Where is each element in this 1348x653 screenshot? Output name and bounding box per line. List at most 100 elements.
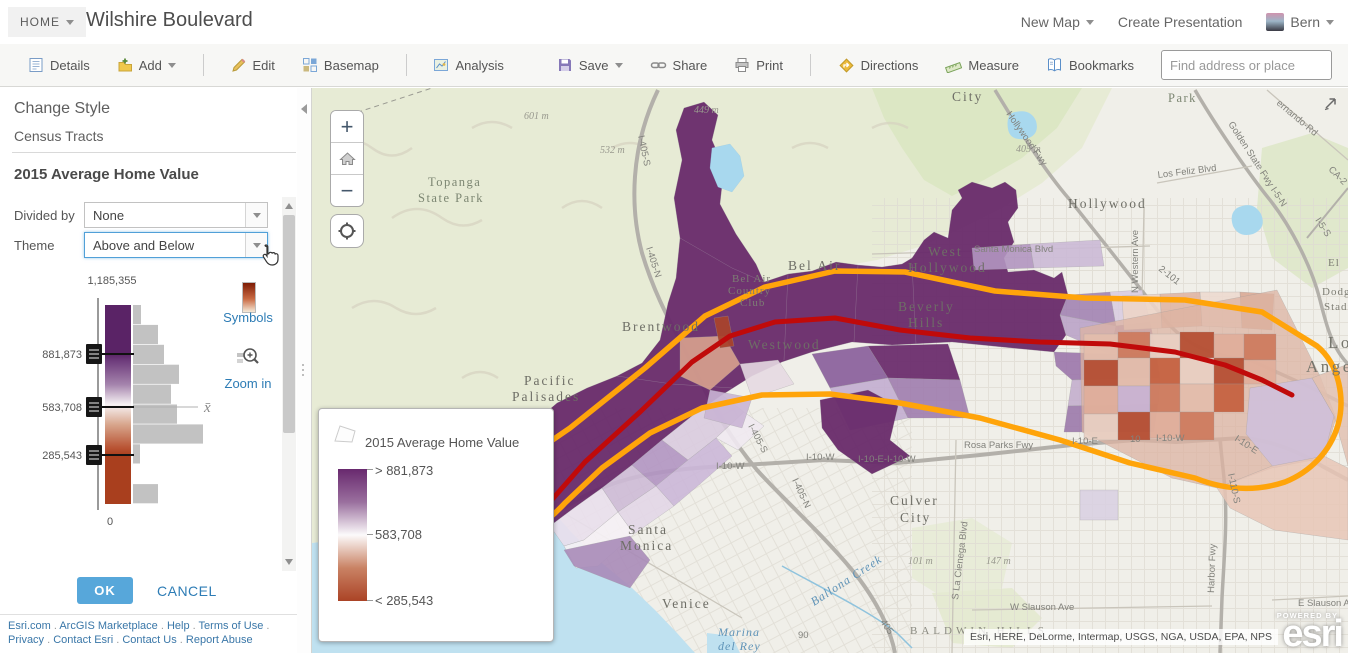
add-button[interactable]: Add [117,57,176,73]
select-arrow[interactable] [245,203,267,227]
home-icon [338,152,356,165]
symbols-ramp-thumbnail[interactable] [242,282,256,313]
locate-button[interactable] [330,214,364,248]
panel-scrollbar[interactable] [282,197,296,571]
divided-by-value: None [93,207,125,223]
legend-tick [367,534,373,535]
footer-link[interactable]: Privacy [8,634,45,646]
footer-links: Esri.com . ArcGIS Marketplace . Help . T… [8,619,296,647]
new-map-label: New Map [1020,14,1080,30]
chevron-down-icon [66,19,74,25]
print-button[interactable]: Print [734,57,783,73]
splitter-grip [302,364,304,376]
zoom-out-button[interactable]: − [331,175,363,206]
home-extent-button[interactable] [331,143,363,175]
new-map-button[interactable]: New Map [1021,14,1094,30]
footer-link[interactable]: Terms of Use [198,620,264,632]
scrollbar-thumb[interactable] [283,215,295,433]
create-presentation-button[interactable]: Create Presentation [1118,14,1243,30]
footer-link[interactable]: Esri.com [8,620,51,632]
header-right: New Map Create Presentation Bern [1021,0,1334,44]
histogram-min-label: 0 [107,516,113,528]
create-presentation-label: Create Presentation [1117,14,1243,30]
basemap-button[interactable]: Basemap [302,57,379,73]
wilshire-route-line[interactable] [546,315,1295,506]
county-boundary [339,88,433,119]
map-label: I-10-E [1072,436,1098,447]
divided-by-select[interactable]: None [84,202,268,228]
panel-splitter[interactable] [297,88,312,653]
map-label: del Rey [718,639,761,653]
zoom-in-button[interactable]: + [331,111,363,143]
map-label: Hills [908,315,944,330]
pencil-icon [231,58,245,72]
chevron-down-icon [252,242,261,248]
cancel-button[interactable]: CANCEL [157,583,217,599]
class-break-handle[interactable]: 285,543 [42,445,134,465]
scroll-up-arrow[interactable] [285,203,293,209]
analysis-button[interactable]: Analysis [433,57,504,73]
map-label: E Slauson Ave [1298,598,1348,609]
map-label: Pacific [524,373,575,388]
footer-link[interactable]: Contact Esri [53,634,114,646]
link-icon [650,62,666,69]
histogram-bar [133,324,158,345]
map-label: Stadium [1324,301,1348,313]
break-value-label: 881,873 [42,349,82,361]
theme-label: Theme [14,238,55,253]
measure-button[interactable]: Measure [945,57,1019,73]
footer-link-separator: . [157,620,167,632]
search-input[interactable] [1162,52,1332,78]
bookmarks-button[interactable]: Bookmarks [1046,57,1134,73]
edit-button[interactable]: Edit [231,57,275,73]
footer-link[interactable]: Report Abuse [185,634,253,646]
histogram-bars [133,305,203,504]
footer-link[interactable]: Contact Us [122,634,177,646]
analysis-icon [434,59,449,71]
details-button[interactable]: Details [28,57,90,73]
map-label: Santa Monica Blvd [974,244,1053,255]
directions-button[interactable]: Directions [838,57,918,74]
symbols-link[interactable]: Symbols [223,310,273,325]
save-label: Save [578,57,609,73]
class-break-handle[interactable]: 583,708 [42,397,134,417]
ruler-icon [945,61,963,73]
basemap-grid-icon [302,58,317,72]
footer-link-separator: . [50,620,60,632]
locate-icon [338,222,356,240]
chevron-down-icon [1085,19,1094,25]
analysis-label: Analysis [455,57,504,73]
map-label: Harbor Fwy [1206,543,1219,593]
tract-high-value[interactable] [497,101,1069,527]
home-menu-button[interactable]: HOME [8,7,86,37]
footer-link[interactable]: ArcGIS Marketplace [59,620,158,632]
chevron-down-icon [1326,19,1334,25]
theme-select[interactable]: Above and Below [84,232,268,258]
zoom-in-magnifier-icon[interactable] [236,346,260,370]
map-label: I-10-E-I-10-W [858,454,916,465]
map-label: Topanga [428,175,481,189]
map-label: 90 [798,630,809,641]
map-label: 101 m [908,556,933,567]
modify-map-arrow-icon[interactable] [1322,94,1340,112]
map-label: Santa [628,522,668,537]
map-canvas[interactable]: City Park Hollywood West Hollywood Beverly Hil… [312,88,1348,653]
zoom-in-link[interactable]: Zoom in [224,376,272,391]
user-menu[interactable]: Bern [1266,13,1334,31]
census-tracts-layer[interactable] [497,101,1348,589]
share-button[interactable]: Share [650,57,707,73]
legend-lower-label: < 285,543 [375,593,434,608]
user-name: Bern [1290,14,1320,30]
map-label: Palisades [512,389,580,404]
class-break-handle[interactable]: 881,873 [42,344,134,364]
footer-link[interactable]: Help [166,620,190,632]
ok-button[interactable]: OK [77,577,133,604]
add-layer-icon [118,58,132,72]
select-arrow[interactable] [245,233,267,257]
save-button[interactable]: Save [557,57,623,73]
collapse-panel-arrow-icon[interactable] [301,104,307,114]
legend-upper-label: > 881,873 [375,463,434,478]
map-legend: 2015 Average Home Value > 881,873 583,70… [318,408,554,642]
scroll-down-arrow[interactable] [285,559,293,565]
tract-low-value-cells[interactable] [1083,331,1277,441]
